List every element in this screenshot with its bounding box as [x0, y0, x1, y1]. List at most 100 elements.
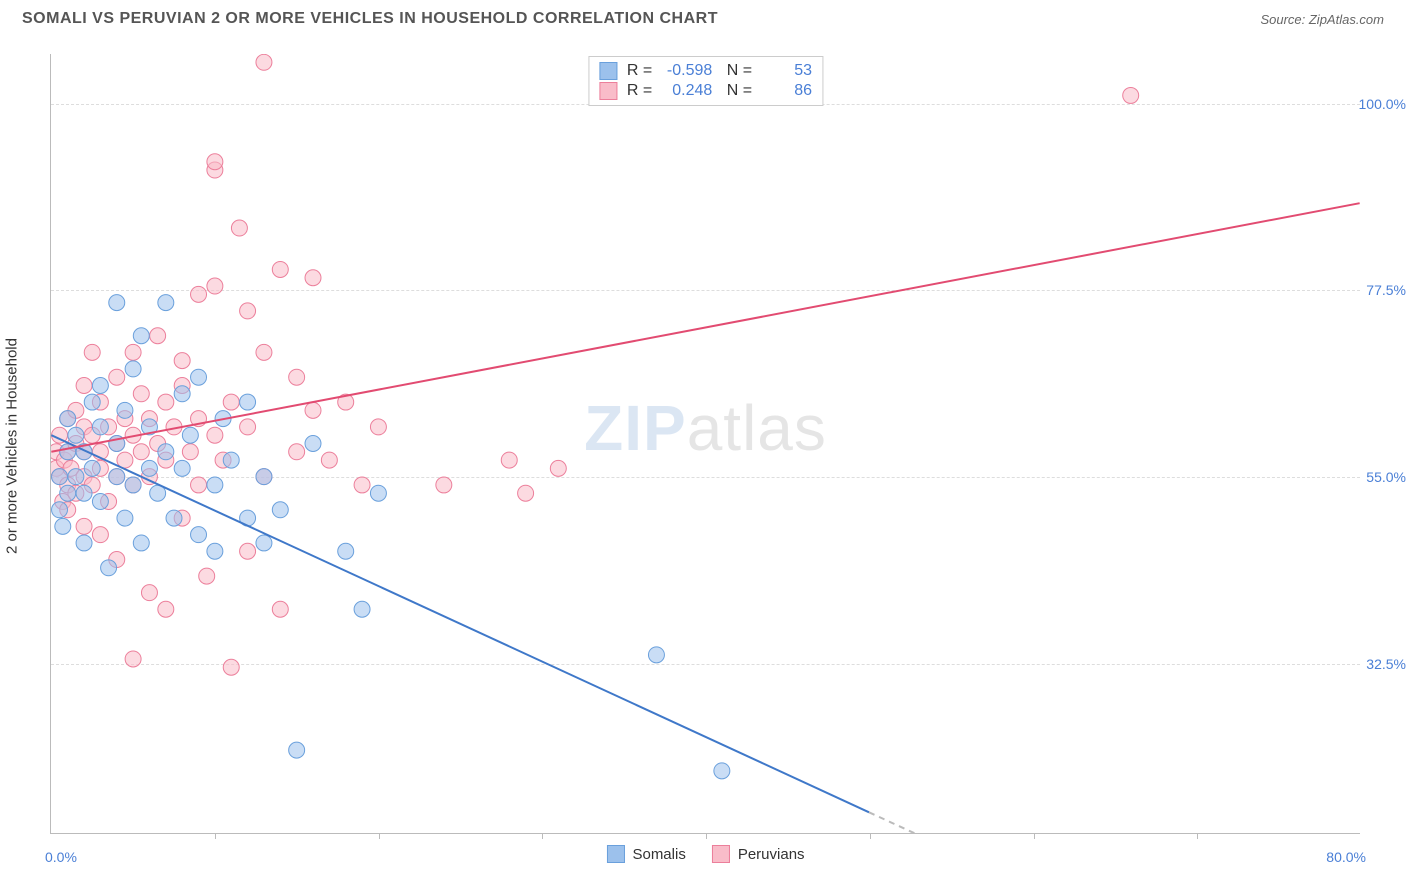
scatter-point [182, 427, 198, 443]
scatter-point [240, 419, 256, 435]
scatter-point [125, 477, 141, 493]
x-min-label: 0.0% [45, 849, 77, 865]
swatch-icon [606, 845, 624, 863]
scatter-point [55, 518, 71, 534]
scatter-point [289, 444, 305, 460]
y-axis-label: 2 or more Vehicles in Household [4, 338, 21, 554]
scatter-point [174, 460, 190, 476]
scatter-point [272, 502, 288, 518]
scatter-point [133, 444, 149, 460]
scatter-point [84, 344, 100, 360]
scatter-point [76, 518, 92, 534]
scatter-point [338, 543, 354, 559]
scatter-point [84, 460, 100, 476]
scatter-point [436, 477, 452, 493]
scatter-plot-svg [51, 54, 1360, 833]
scatter-point [305, 436, 321, 452]
scatter-point [150, 328, 166, 344]
scatter-point [256, 535, 272, 551]
scatter-point [223, 659, 239, 675]
swatch-somali [599, 62, 617, 80]
scatter-point [321, 452, 337, 468]
scatter-point [125, 344, 141, 360]
scatter-point [370, 485, 386, 501]
scatter-point [174, 386, 190, 402]
scatter-point [207, 477, 223, 493]
scatter-point [60, 411, 76, 427]
scatter-point [60, 485, 76, 501]
source-label: Source: ZipAtlas.com [1260, 12, 1384, 27]
scatter-point [207, 427, 223, 443]
scatter-point [256, 469, 272, 485]
scatter-point [133, 386, 149, 402]
trend-line [51, 203, 1359, 452]
scatter-point [158, 444, 174, 460]
scatter-point [191, 369, 207, 385]
scatter-point [109, 369, 125, 385]
scatter-point [125, 651, 141, 667]
scatter-point [305, 402, 321, 418]
scatter-point [207, 154, 223, 170]
scatter-point [207, 543, 223, 559]
scatter-point [714, 763, 730, 779]
scatter-point [68, 427, 84, 443]
scatter-point [141, 460, 157, 476]
scatter-point [76, 535, 92, 551]
x-tick [379, 833, 380, 839]
scatter-point [370, 419, 386, 435]
scatter-point [289, 742, 305, 758]
scatter-point [125, 361, 141, 377]
trend-line [869, 812, 967, 833]
x-tick [1197, 833, 1198, 839]
scatter-point [256, 344, 272, 360]
scatter-point [231, 220, 247, 236]
scatter-point [101, 560, 117, 576]
header-bar: SOMALI VS PERUVIAN 2 OR MORE VEHICLES IN… [0, 0, 1406, 34]
scatter-point [1123, 87, 1139, 103]
scatter-point [52, 502, 68, 518]
scatter-point [174, 353, 190, 369]
x-tick [706, 833, 707, 839]
scatter-point [240, 543, 256, 559]
scatter-point [158, 394, 174, 410]
x-tick [1034, 833, 1035, 839]
scatter-point [76, 485, 92, 501]
scatter-point [240, 394, 256, 410]
scatter-point [191, 286, 207, 302]
legend-item-peruvian: Peruvians [712, 845, 805, 863]
scatter-point [84, 394, 100, 410]
scatter-point [223, 394, 239, 410]
swatch-icon [712, 845, 730, 863]
scatter-point [68, 469, 84, 485]
scatter-point [305, 270, 321, 286]
scatter-point [109, 295, 125, 311]
scatter-point [207, 278, 223, 294]
scatter-point [76, 377, 92, 393]
chart-title: SOMALI VS PERUVIAN 2 OR MORE VEHICLES IN… [22, 10, 718, 28]
scatter-point [182, 444, 198, 460]
scatter-point [272, 601, 288, 617]
scatter-point [240, 303, 256, 319]
scatter-point [52, 469, 68, 485]
scatter-point [141, 585, 157, 601]
scatter-point [501, 452, 517, 468]
chart-container: SOMALI VS PERUVIAN 2 OR MORE VEHICLES IN… [0, 0, 1406, 892]
scatter-point [272, 261, 288, 277]
legend-row-somali: R = -0.598 N = 53 [599, 61, 812, 81]
swatch-peruvian [599, 82, 617, 100]
scatter-point [199, 568, 215, 584]
trend-line [51, 435, 869, 812]
scatter-point [166, 510, 182, 526]
scatter-point [158, 295, 174, 311]
plot-area: ZIPatlas R = -0.598 N = 53 R = 0.248 N =… [50, 54, 1360, 834]
scatter-point [117, 402, 133, 418]
scatter-point [550, 460, 566, 476]
scatter-point [648, 647, 664, 663]
scatter-point [117, 510, 133, 526]
x-tick [870, 833, 871, 839]
scatter-point [191, 527, 207, 543]
x-max-label: 80.0% [1326, 849, 1366, 865]
scatter-point [354, 477, 370, 493]
scatter-point [133, 328, 149, 344]
scatter-point [518, 485, 534, 501]
